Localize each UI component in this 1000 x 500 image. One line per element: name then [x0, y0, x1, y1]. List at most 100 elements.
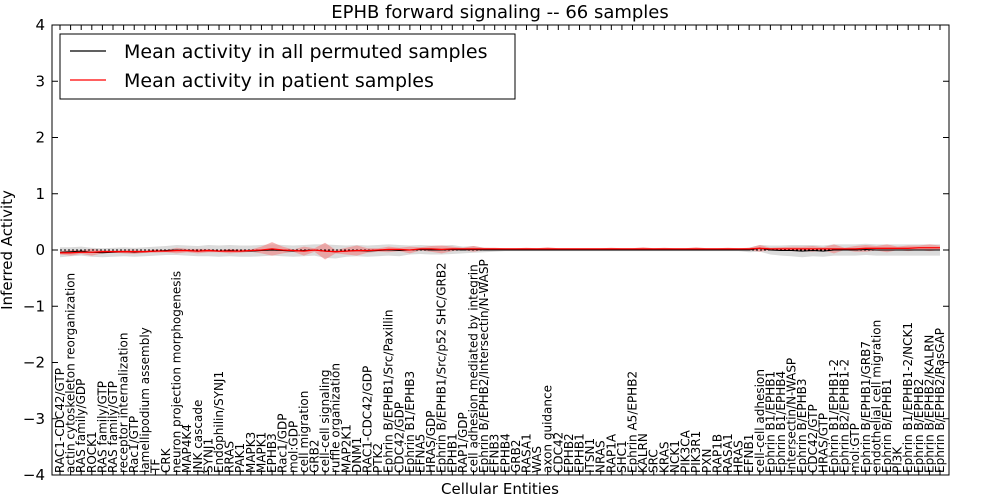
x-tick-label: cell-cell adhesion: [753, 369, 767, 473]
x-tick-label: RASA1: [721, 433, 735, 473]
x-axis-title: Cellular Entities: [441, 480, 559, 498]
x-tick-label: MAP4K4: [180, 424, 194, 473]
x-tick-label: WAS: [530, 446, 544, 473]
x-tick-label: ruffle organization: [329, 363, 343, 473]
x-tick-label: DNM1: [350, 437, 364, 473]
y-tick-label: 4: [35, 16, 45, 34]
y-tick-label: 3: [35, 72, 45, 90]
x-tick-label: neuron projection morphogenesis: [170, 271, 184, 473]
x-tick-label: KRAS: [657, 441, 671, 473]
x-tick-label: Ephrin B/EPHB2/KALRN: [922, 335, 936, 473]
x-tick-label: RAP1A: [604, 433, 618, 473]
legend-box: [59, 33, 516, 100]
x-tick-label: PIK3CA: [679, 429, 693, 473]
x-tick-label: Endophilin/SYNJ1: [212, 371, 226, 473]
x-tick-label: GRB2: [509, 439, 523, 473]
legend-label-permuted: Mean activity in all permuted samples: [124, 41, 487, 63]
chart-title: EPHB forward signaling -- 66 samples: [331, 2, 669, 23]
y-tick-label: −2: [23, 354, 45, 372]
x-tick-label: Ephrin B1/EPHB3: [403, 371, 417, 473]
x-tick-label: mol:GTP: [848, 423, 862, 473]
x-tick-label: EFNA5: [413, 434, 427, 473]
x-tick-label: HRAS/GDP: [424, 410, 438, 473]
x-tick-label: CDC42/GTP: [806, 404, 820, 473]
legend: Mean activity in all permuted samples Me…: [59, 33, 516, 100]
x-tick-label: actin cytoskeleton reorganization: [64, 273, 78, 473]
x-tick-label: Ephrin B/EPHB3: [795, 379, 809, 473]
x-tick-label: mol:GDP: [286, 421, 300, 473]
x-tick-label: Ephrin B1/EPHB1-2: [827, 359, 841, 473]
x-tick-label: CRK: [159, 447, 173, 473]
x-tick-label: NCK1: [668, 440, 682, 473]
y-tick-label: −3: [23, 410, 45, 428]
x-tick-label: Ephrin B1/EPHB1: [763, 371, 777, 473]
band-patient: [60, 242, 940, 260]
y-tick-label: −1: [23, 297, 45, 315]
x-tick-label: receptor internalization: [117, 333, 131, 473]
y-tick-label: 1: [35, 185, 45, 203]
x-tick-label: TF: [148, 459, 162, 474]
x-tick-label: EPHB1: [573, 433, 587, 473]
x-tick-label: HRAS: [732, 440, 746, 473]
x-tick-label: SRC: [647, 449, 661, 473]
x-tick-label: RAP1B: [710, 434, 724, 473]
x-tick-label: Ephrin B/EPHB2/RasGAP: [933, 328, 947, 473]
x-tick-label: EFNB3: [488, 434, 502, 473]
x-tick-label: Rac1/GTP: [127, 416, 141, 473]
x-tick-label: RAC1-CDC42/GDP: [360, 366, 374, 473]
x-tick-label: RAS family/GTP: [95, 381, 109, 473]
y-tick-label: 2: [35, 129, 45, 147]
x-tick-label: PTK2: [371, 443, 385, 473]
x-tick-label: Ephrin A5/EPHB2: [626, 371, 640, 473]
x-tick-label: Ephrin B/EPHB2: [912, 379, 926, 473]
x-tick-label: HRAS/GTP: [816, 413, 830, 473]
y-tick-label: 0: [35, 241, 45, 259]
x-tick-label: Intersectin/N-WASP: [785, 358, 799, 473]
legend-label-patient: Mean activity in patient samples: [124, 70, 434, 92]
x-tick-label: Ephrin B/EPHB2/Intersectin/N-WASP: [477, 259, 491, 473]
x-tick-label: EPHB4: [498, 433, 512, 473]
x-tick-label: Ephrin B/EPHB1/GRB7: [859, 341, 873, 473]
x-tick-label: EPHB2: [562, 433, 576, 473]
x-tick-label: lamellipodium assembly: [138, 327, 152, 473]
x-tick-label: JNK cascade: [191, 400, 205, 474]
y-tick-label: −4: [23, 466, 45, 484]
x-tick-label: MAPK1: [254, 432, 268, 473]
x-tick-label: Ephrin B/EPHB1: [880, 379, 894, 473]
x-tick-label: Ephrin B/EPHB1/Src/Paxillin: [382, 309, 396, 473]
x-tick-label: MAPK3: [244, 432, 258, 473]
series-line-patient: [60, 247, 940, 254]
x-tick-label: Ephrin B/EPHB1/Src/p52 SHC/GRB2: [435, 262, 449, 473]
x-tick-label: endothelial cell migration: [869, 320, 883, 473]
x-tick-label: EFNB1: [742, 434, 756, 473]
x-tick-label: RASA1: [520, 433, 534, 473]
x-tick-label: PAK1: [233, 443, 247, 473]
x-tick-label: GRB2: [307, 439, 321, 473]
x-tick-label: Ephrin B2/EPHB1-2: [838, 359, 852, 473]
x-tick-label: KALRN: [636, 433, 650, 473]
x-tick-label: RAS family/GDP: [74, 379, 88, 473]
x-tick-label: PI3K: [891, 446, 905, 473]
x-tick-label: cell-cell signaling: [318, 369, 332, 473]
x-tick-label: RAS family/GTP: [106, 381, 120, 473]
x-tick-label: EPHB1: [445, 433, 459, 473]
x-tick-label: cell migration: [297, 391, 311, 473]
x-tick-label: MAP2K1: [339, 424, 353, 473]
x-tick-label: SHC1: [615, 440, 629, 473]
x-tick-label: ROCK1: [85, 431, 99, 473]
x-tick-label: Rac1/GDP: [276, 414, 290, 473]
x-tick-label: cell adhesion mediated by integrin: [466, 264, 480, 473]
x-tick-label: Ephrin B1/EPHB1-2/NCK1: [901, 322, 915, 473]
plot-frame: [51, 24, 950, 476]
series-lines: [59, 247, 940, 254]
x-tick-label: CDC42: [551, 432, 565, 473]
x-tick-label: CDC42/GDP: [392, 402, 406, 473]
x-axis: [59, 25, 941, 475]
x-tick-label: RAC1-CDC42/GTP: [53, 368, 67, 473]
x-tick-label: Ephrin B1/EPHB4: [774, 371, 788, 473]
x-tick-label: axon guidance: [541, 385, 555, 473]
x-tick-label: NRAS: [594, 440, 608, 473]
x-tick-label: ITSN1: [583, 438, 597, 473]
